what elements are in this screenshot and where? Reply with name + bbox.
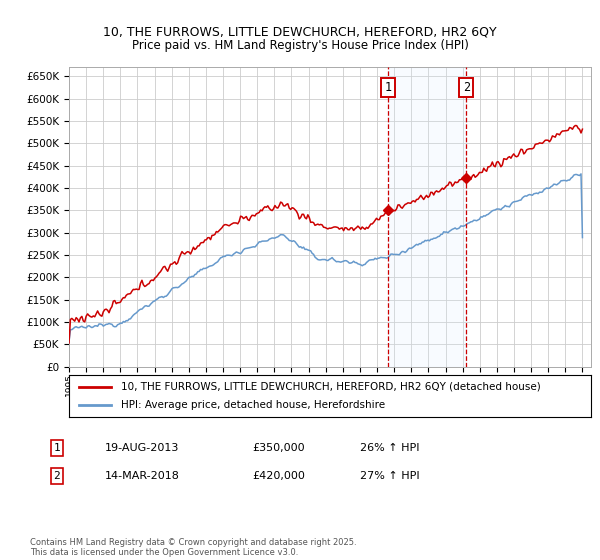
Text: 1: 1 [53, 443, 61, 453]
Text: 27% ↑ HPI: 27% ↑ HPI [360, 471, 419, 481]
Text: 10, THE FURROWS, LITTLE DEWCHURCH, HEREFORD, HR2 6QY: 10, THE FURROWS, LITTLE DEWCHURCH, HEREF… [103, 25, 497, 38]
Text: 14-MAR-2018: 14-MAR-2018 [105, 471, 180, 481]
Text: 2: 2 [463, 81, 470, 94]
Text: £350,000: £350,000 [252, 443, 305, 453]
Text: 19-AUG-2013: 19-AUG-2013 [105, 443, 179, 453]
Text: 26% ↑ HPI: 26% ↑ HPI [360, 443, 419, 453]
Text: 1: 1 [385, 81, 391, 94]
Text: 10, THE FURROWS, LITTLE DEWCHURCH, HEREFORD, HR2 6QY (detached house): 10, THE FURROWS, LITTLE DEWCHURCH, HEREF… [121, 382, 541, 392]
Text: Price paid vs. HM Land Registry's House Price Index (HPI): Price paid vs. HM Land Registry's House … [131, 39, 469, 52]
Text: HPI: Average price, detached house, Herefordshire: HPI: Average price, detached house, Here… [121, 400, 385, 410]
Bar [388, 67, 466, 367]
Text: £420,000: £420,000 [252, 471, 305, 481]
Text: 2: 2 [53, 471, 61, 481]
Text: Contains HM Land Registry data © Crown copyright and database right 2025.
This d: Contains HM Land Registry data © Crown c… [30, 538, 356, 557]
